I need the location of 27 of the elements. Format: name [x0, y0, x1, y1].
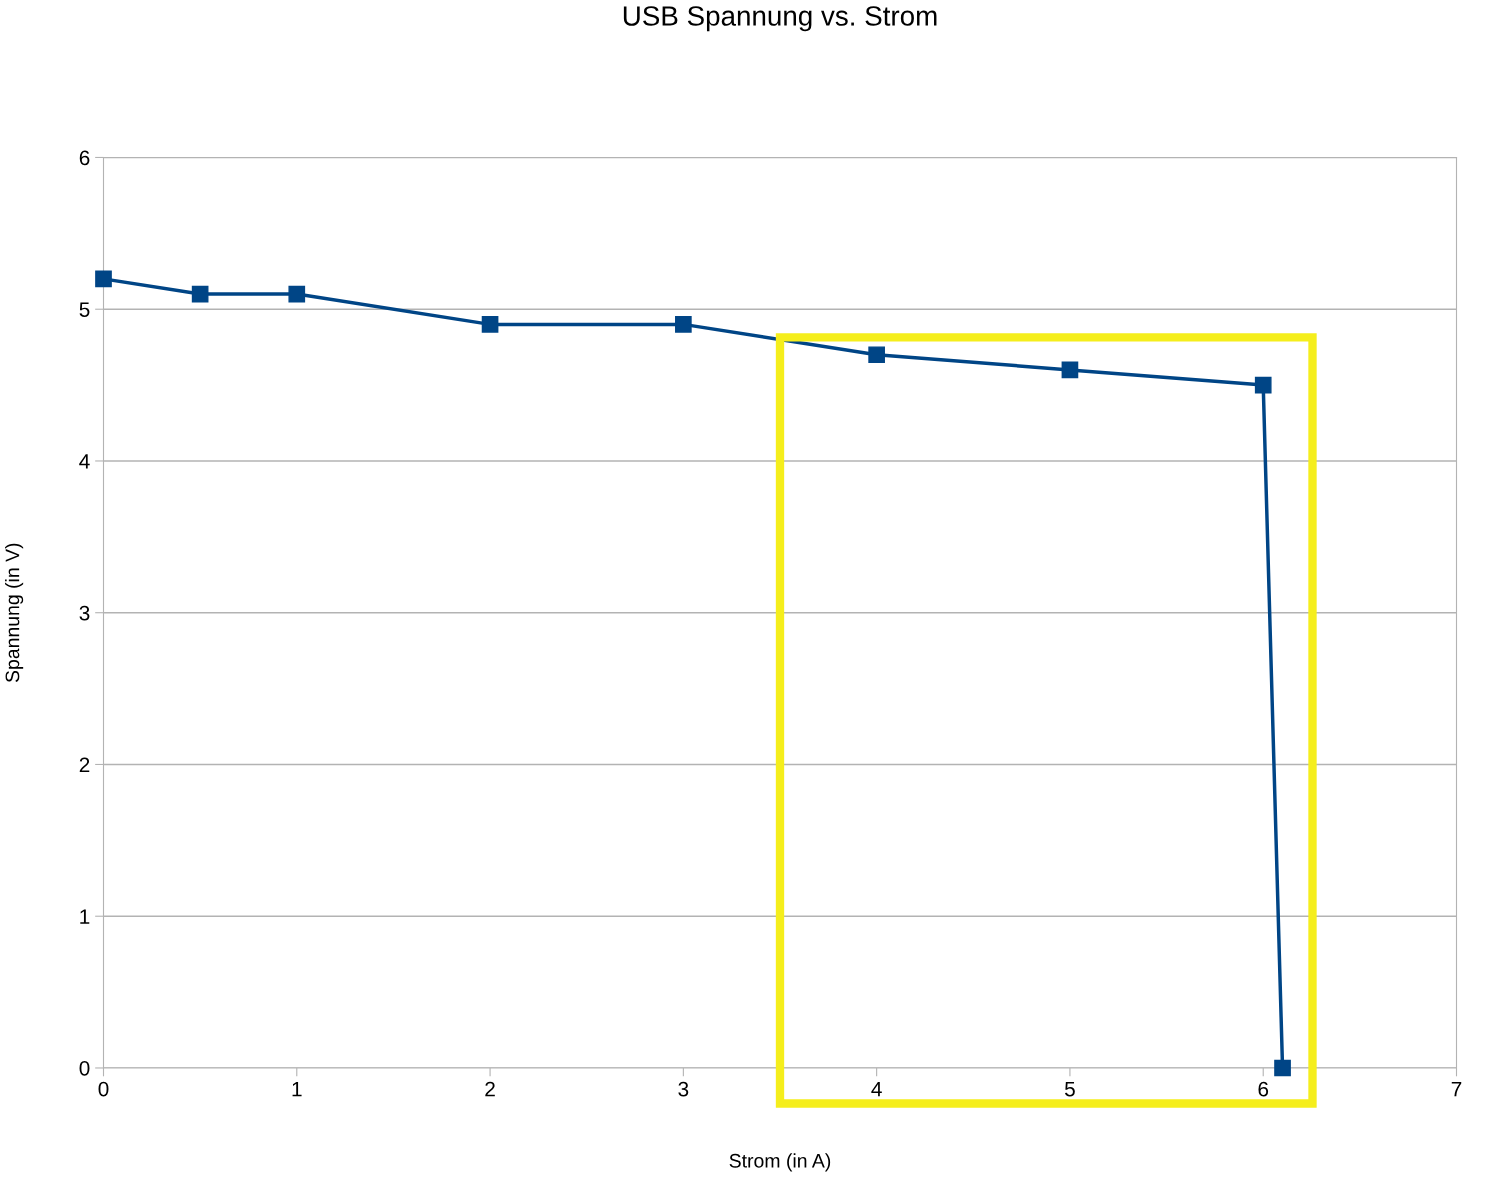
point	[481, 316, 499, 333]
x-tick-label: 7	[1451, 1081, 1462, 1097]
point	[1254, 376, 1272, 394]
x-tick-label: 6	[1258, 1081, 1269, 1097]
point	[95, 270, 112, 288]
point	[288, 285, 306, 303]
point	[1061, 361, 1079, 379]
y-tick-label: 3	[79, 605, 90, 621]
x-tick-label: 2	[485, 1081, 495, 1097]
point	[868, 346, 885, 364]
y-tick-label: 0	[79, 1060, 90, 1076]
point	[675, 316, 692, 333]
y-tick-label: 2	[79, 757, 90, 773]
y-tick-label: 4	[79, 454, 90, 469]
x-tick-label: 4	[871, 1081, 882, 1097]
x-axis-title: Strom (in A)	[729, 1153, 831, 1172]
point	[1274, 1059, 1291, 1077]
y-tick-label: 1	[80, 909, 90, 924]
y-tick-label: 6	[79, 150, 90, 166]
x-tick-label: 0	[98, 1081, 109, 1097]
x-tick-label: 5	[1064, 1081, 1075, 1097]
chart-title: USB Spannung vs. Strom	[623, 6, 937, 32]
point	[191, 285, 209, 303]
x-tick-label: 1	[292, 1081, 302, 1097]
x-tick-label: 3	[678, 1081, 689, 1097]
y-tick-label: 5	[79, 302, 90, 317]
y-axis-title: Spannung (in V)	[5, 543, 24, 683]
